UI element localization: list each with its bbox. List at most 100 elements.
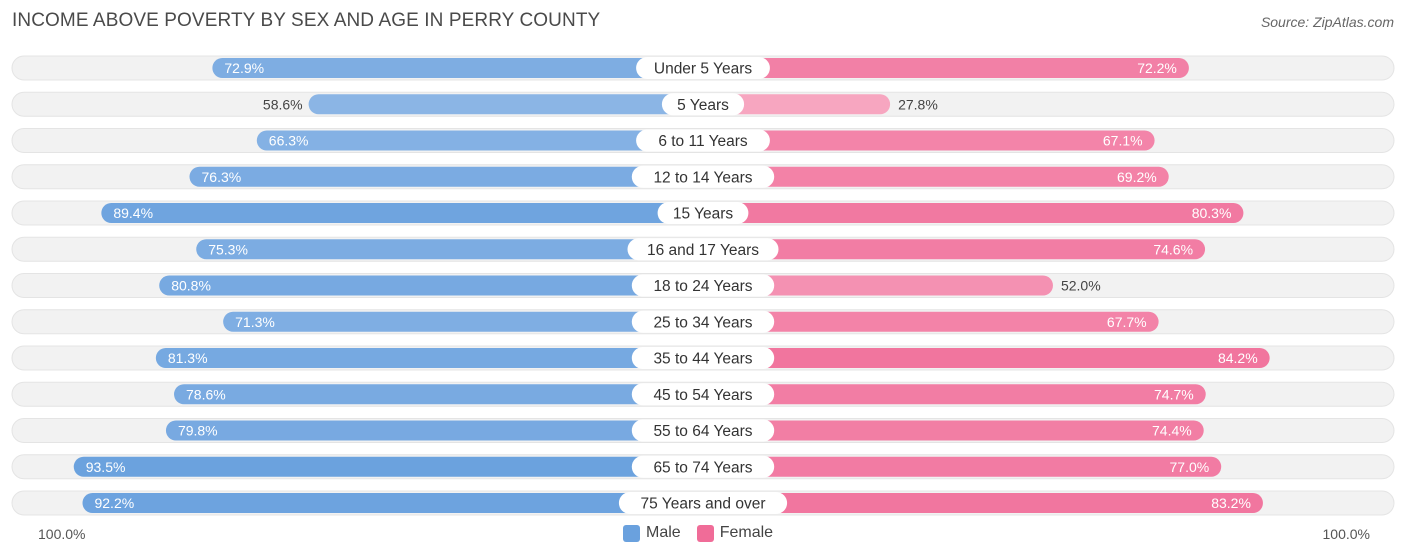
- male-bar: [165, 420, 704, 441]
- legend-item-female[interactable]: Female: [696, 524, 774, 542]
- female-bar: [703, 348, 1270, 368]
- category-pill: [631, 347, 775, 369]
- category-pill: [631, 274, 775, 297]
- male-value-label: 71.3%: [235, 314, 275, 330]
- category-pill: [631, 455, 775, 478]
- male-value-label: 66.3%: [269, 133, 309, 149]
- category-pill: [661, 93, 745, 116]
- female-bar: [703, 166, 1169, 187]
- category-label: 45 to 54 Years: [653, 387, 752, 404]
- male-value-label: 81.3%: [168, 350, 208, 366]
- axis-right-label: 100.0%: [1322, 526, 1370, 542]
- male-bar: [155, 348, 703, 368]
- male-bar: [308, 94, 703, 115]
- female-bar: [703, 130, 1155, 151]
- category-label: 35 to 44 Years: [653, 351, 752, 368]
- female-value-label: 74.4%: [1152, 423, 1192, 439]
- legend-swatch-female: [696, 524, 714, 542]
- category-pill: [618, 492, 788, 514]
- legend-label-male: Male: [646, 524, 681, 541]
- category-label: 6 to 11 Years: [658, 133, 748, 150]
- male-value-label: 93.5%: [86, 459, 126, 475]
- female-bar: [703, 384, 1206, 405]
- female-bar: [703, 239, 1206, 260]
- male-bar: [174, 384, 704, 405]
- female-value-label: 27.8%: [898, 96, 938, 112]
- male-value-label: 72.9%: [224, 60, 264, 76]
- category-label: 5 Years: [677, 97, 729, 114]
- male-bar: [82, 493, 703, 513]
- female-value-label: 84.2%: [1218, 350, 1258, 366]
- female-bar: [703, 420, 1204, 441]
- female-value-label: 77.0%: [1170, 459, 1210, 475]
- male-value-label: 76.3%: [202, 169, 242, 185]
- male-bar: [223, 311, 703, 332]
- male-bar: [256, 130, 703, 151]
- category-pill: [631, 310, 775, 333]
- row-7: 71.3% 67.7% 25 to 34 Years: [11, 309, 1395, 335]
- category-pill: [631, 419, 775, 442]
- category-label: 12 to 14 Years: [653, 169, 752, 186]
- male-value-label: 89.4%: [113, 205, 153, 221]
- row-12: 92.2% 83.2% 75 Years and over: [11, 490, 1395, 516]
- category-pill: [631, 165, 775, 188]
- female-value-label: 74.7%: [1154, 386, 1194, 402]
- category-label: 55 to 64 Years: [653, 423, 752, 440]
- row-3: 76.3% 69.2% 12 to 14 Years: [11, 164, 1395, 190]
- female-bar: [703, 203, 1244, 223]
- category-pill: [631, 383, 775, 406]
- female-value-label: 80.3%: [1192, 205, 1232, 221]
- female-bar: [703, 94, 891, 115]
- female-value-label: 67.7%: [1107, 314, 1147, 330]
- category-label: 16 and 17 Years: [647, 242, 759, 259]
- category-label: 15 Years: [673, 206, 734, 223]
- female-value-label: 69.2%: [1117, 169, 1157, 185]
- row-9: 78.6% 74.7% 45 to 54 Years: [11, 381, 1395, 407]
- chart-canvas: 72.9% 72.2% Under 5 Years 58.6% 27.8% 5 Years…: [11, 55, 1395, 516]
- female-value-label: 67.1%: [1103, 133, 1143, 149]
- source-note: Source: ZipAtlas.com: [1260, 14, 1394, 30]
- row-8: 81.3% 84.2% 35 to 44 Years: [11, 345, 1395, 371]
- row-5: 75.3% 74.6% 16 and 17 Years: [11, 236, 1395, 262]
- female-bar: [703, 275, 1053, 296]
- row-0: 72.9% 72.2% Under 5 Years: [11, 55, 1395, 81]
- female-bar: [703, 311, 1159, 332]
- male-value-label: 80.8%: [171, 278, 211, 294]
- category-label: Under 5 Years: [654, 61, 752, 78]
- category-label: 65 to 74 Years: [653, 459, 752, 476]
- legend-item-male[interactable]: Male: [623, 524, 681, 542]
- category-pill: [657, 202, 749, 224]
- row-6: 80.8% 52.0% 18 to 24 Years: [11, 273, 1395, 298]
- male-bar: [159, 275, 703, 296]
- male-bar: [73, 456, 704, 477]
- legend-swatch-male: [623, 524, 640, 542]
- female-value-label: 74.6%: [1153, 241, 1193, 257]
- female-bar: [703, 456, 1222, 477]
- category-label: 25 to 34 Years: [653, 314, 752, 331]
- row-2: 66.3% 67.1% 6 to 11 Years: [11, 128, 1395, 153]
- chart-title: INCOME ABOVE POVERTY BY SEX AND AGE IN P…: [12, 10, 601, 31]
- male-bar: [101, 203, 703, 223]
- category-pill: [636, 129, 770, 152]
- row-4: 89.4% 80.3% 15 Years: [11, 200, 1395, 226]
- axis-left-label: 100.0%: [38, 526, 86, 542]
- female-value-label: 72.2%: [1137, 60, 1177, 76]
- category-pill: [636, 57, 770, 79]
- female-value-label: 83.2%: [1211, 495, 1251, 511]
- row-1: 58.6% 27.8% 5 Years: [11, 91, 1395, 117]
- row-10: 79.8% 74.4% 55 to 64 Years: [11, 418, 1395, 443]
- female-value-label: 52.0%: [1061, 278, 1101, 294]
- male-bar: [189, 166, 704, 187]
- category-label: 18 to 24 Years: [653, 278, 752, 295]
- male-value-label: 92.2%: [94, 495, 134, 511]
- male-value-label: 79.8%: [178, 423, 218, 439]
- category-label: 75 Years and over: [641, 496, 766, 513]
- male-value-label: 78.6%: [186, 386, 226, 402]
- male-bar: [196, 239, 703, 260]
- legend: Male Female: [623, 524, 789, 542]
- female-bar: [703, 493, 1263, 513]
- row-11: 93.5% 77.0% 65 to 74 Years: [11, 454, 1395, 480]
- male-value-label: 75.3%: [208, 241, 248, 257]
- female-bar: [703, 58, 1189, 78]
- legend-label-female: Female: [719, 524, 774, 541]
